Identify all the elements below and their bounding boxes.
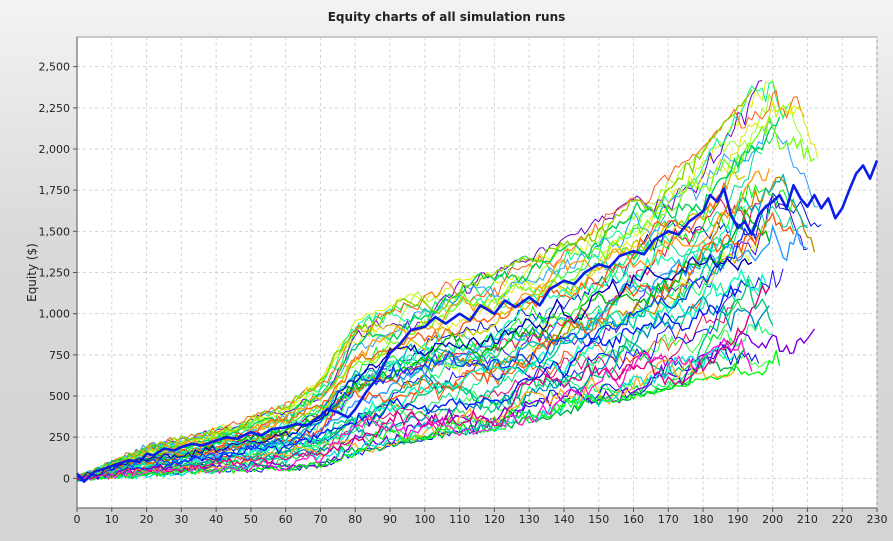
x-tick-label: 150	[588, 513, 609, 526]
x-tick-label: 160	[623, 513, 644, 526]
simulation-run-line	[76, 253, 753, 479]
x-tick-label: 130	[519, 513, 540, 526]
x-tick-label: 30	[174, 513, 188, 526]
y-tick-label: 500	[49, 390, 70, 403]
y-tick-label: 2,000	[39, 143, 71, 156]
y-tick-label: 2,250	[39, 102, 71, 115]
x-tick-label: 170	[658, 513, 679, 526]
x-tick-label: 180	[693, 513, 714, 526]
simulation-run-line	[76, 173, 808, 478]
x-tick-label: 40	[209, 513, 223, 526]
y-tick-label: 2,500	[39, 61, 71, 74]
y-tick-label: 1,250	[39, 267, 71, 280]
y-tick-label: 1,500	[39, 225, 71, 238]
simulation-run-line	[76, 208, 770, 480]
x-tick-label: 0	[74, 513, 81, 526]
x-tick-label: 20	[140, 513, 154, 526]
x-tick-label: 190	[727, 513, 748, 526]
x-tick-label: 110	[449, 513, 470, 526]
x-tick-label: 200	[762, 513, 783, 526]
y-tick-label: 250	[49, 431, 70, 444]
simulation-run-line	[76, 89, 805, 479]
simulation-run-line	[76, 89, 753, 480]
y-tick-label: 0	[63, 472, 70, 485]
x-tick-label: 140	[553, 513, 574, 526]
simulation-run-line	[76, 359, 735, 480]
x-tick-label: 50	[244, 513, 258, 526]
simulation-run-line	[76, 201, 746, 480]
main-equity-line	[76, 160, 879, 484]
simulation-run-line	[76, 227, 756, 480]
simulation-run-line	[76, 284, 770, 482]
x-tick-label: 210	[797, 513, 818, 526]
simulation-run-line	[76, 279, 774, 482]
y-tick-label: 750	[49, 349, 70, 362]
y-tick-label: 1,750	[39, 184, 71, 197]
x-tick-label: 70	[313, 513, 327, 526]
x-tick-label: 100	[414, 513, 435, 526]
y-axis-label: Equity ($)	[25, 243, 39, 302]
simulation-run-line	[76, 346, 735, 481]
chart-title: Equity charts of all simulation runs	[327, 10, 566, 24]
simulation-run-line	[76, 350, 781, 481]
simulation-run-line	[76, 337, 753, 481]
simulation-run-line	[76, 224, 808, 479]
simulation-run-line	[76, 182, 728, 478]
x-tick-label: 60	[279, 513, 293, 526]
simulation-run-line	[76, 274, 770, 481]
x-tick-label: 220	[832, 513, 853, 526]
y-tick-label: 1,000	[39, 308, 71, 321]
simulation-run-line	[76, 211, 794, 480]
x-tick-label: 90	[383, 513, 397, 526]
x-tick-label: 10	[105, 513, 119, 526]
x-tick-label: 230	[867, 513, 888, 526]
x-tick-label: 80	[348, 513, 362, 526]
simulation-run-line	[76, 92, 805, 482]
simulation-run-line	[76, 120, 818, 482]
simulation-run-line	[76, 328, 815, 482]
x-tick-label: 120	[484, 513, 505, 526]
